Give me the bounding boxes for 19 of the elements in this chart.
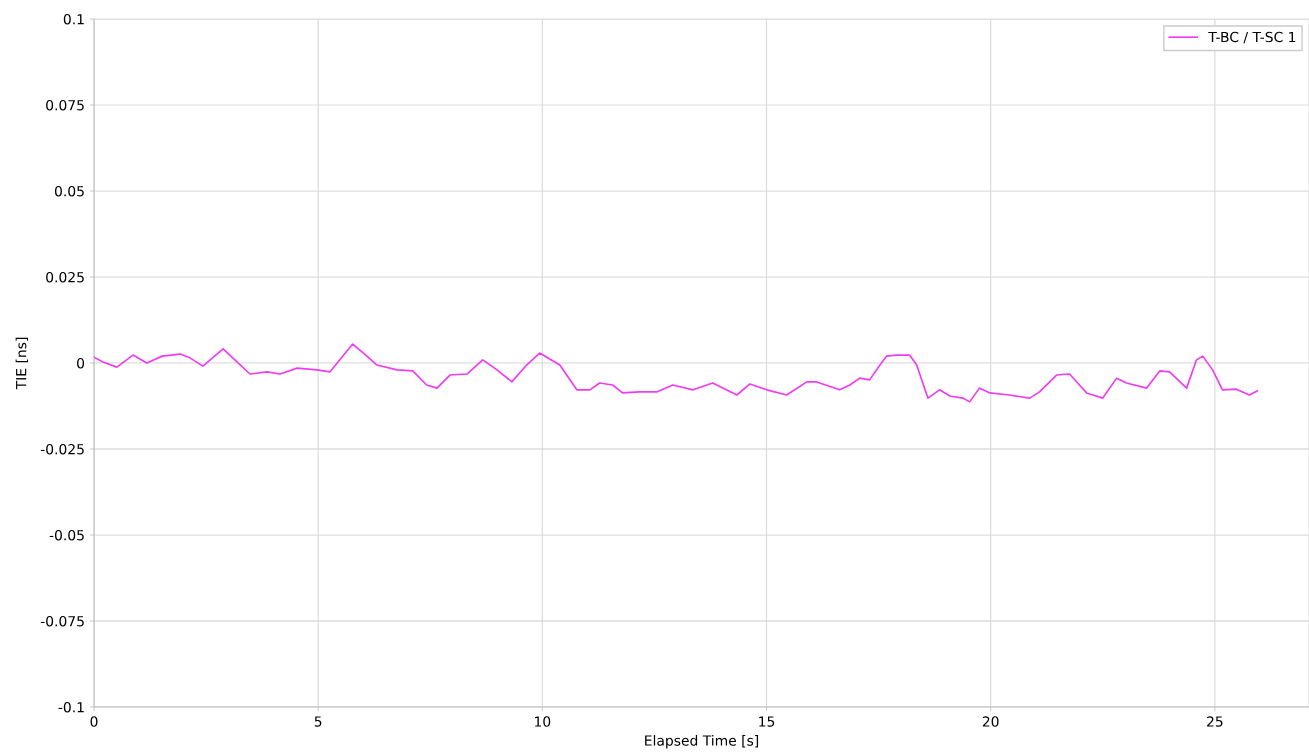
y-tick-label: -0.1 [58,701,84,713]
y-tick-label: -0.025 [40,443,84,455]
x-tick-label: 15 [759,716,775,727]
y-tick-label: -0.075 [40,615,84,627]
y-tick-label: 0.05 [54,185,84,197]
y-axis-title: TIE [ns] [15,337,29,390]
y-tick-label: -0.05 [49,529,84,541]
x-tick-label: 25 [1207,716,1223,727]
y-tick-label: 0.1 [63,13,84,25]
legend-label: T-BC / T-SC 1 [1208,31,1296,44]
y-tick-label: 0.075 [46,99,84,111]
x-tick-label: 10 [535,716,551,727]
x-tick-label: 0 [90,716,98,727]
y-tick-label: 0 [77,357,85,369]
x-axis-title: Elapsed Time [s] [645,735,759,749]
y-tick-label: 0.025 [46,271,84,283]
line-series [94,343,1259,403]
x-tick-label: 5 [314,716,322,727]
x-tick-label: 20 [982,716,999,727]
